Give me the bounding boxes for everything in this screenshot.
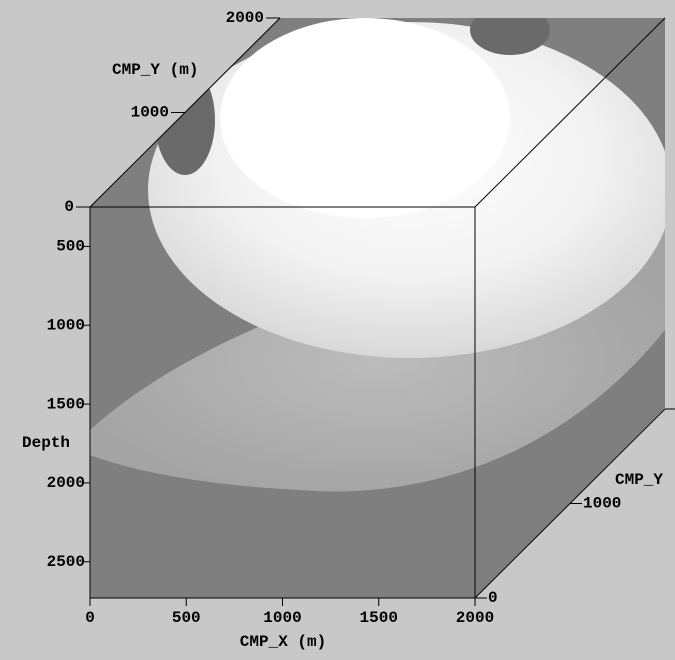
chart: CMP_X (m) Depth CMP_Y (m) CMP_Y (m) 0 500… <box>0 0 675 660</box>
z-axis-label-right: CMP_Y (m) <box>615 471 675 489</box>
x-tick-label: 1500 <box>360 609 398 627</box>
y-tick-label: 2000 <box>47 474 85 492</box>
x-tick-label: 0 <box>85 609 95 627</box>
y-tick-label: 500 <box>56 238 85 256</box>
z-tick-label-right: 1000 <box>583 495 621 513</box>
z-tick-label: 1000 <box>131 104 169 122</box>
x-tick-label: 500 <box>172 609 201 627</box>
bowl-top <box>220 18 510 218</box>
clip-right <box>665 0 675 408</box>
x-tick-label: 1000 <box>263 609 301 627</box>
volume <box>0 0 675 660</box>
z-tick-label-right: 0 <box>488 589 498 607</box>
y-axis-label: Depth <box>22 434 70 452</box>
z-tick-label: 0 <box>64 198 74 216</box>
clip-top <box>0 0 675 18</box>
y-tick-label: 1500 <box>47 395 85 413</box>
z-tick-label: 2000 <box>226 9 264 27</box>
y-tick-label: 2500 <box>47 553 85 571</box>
z-axis-label: CMP_Y (m) <box>112 61 198 79</box>
x-axis-label: CMP_X (m) <box>240 633 326 651</box>
x-tick-label: 2000 <box>456 609 494 627</box>
y-tick-label: 1000 <box>47 316 85 334</box>
